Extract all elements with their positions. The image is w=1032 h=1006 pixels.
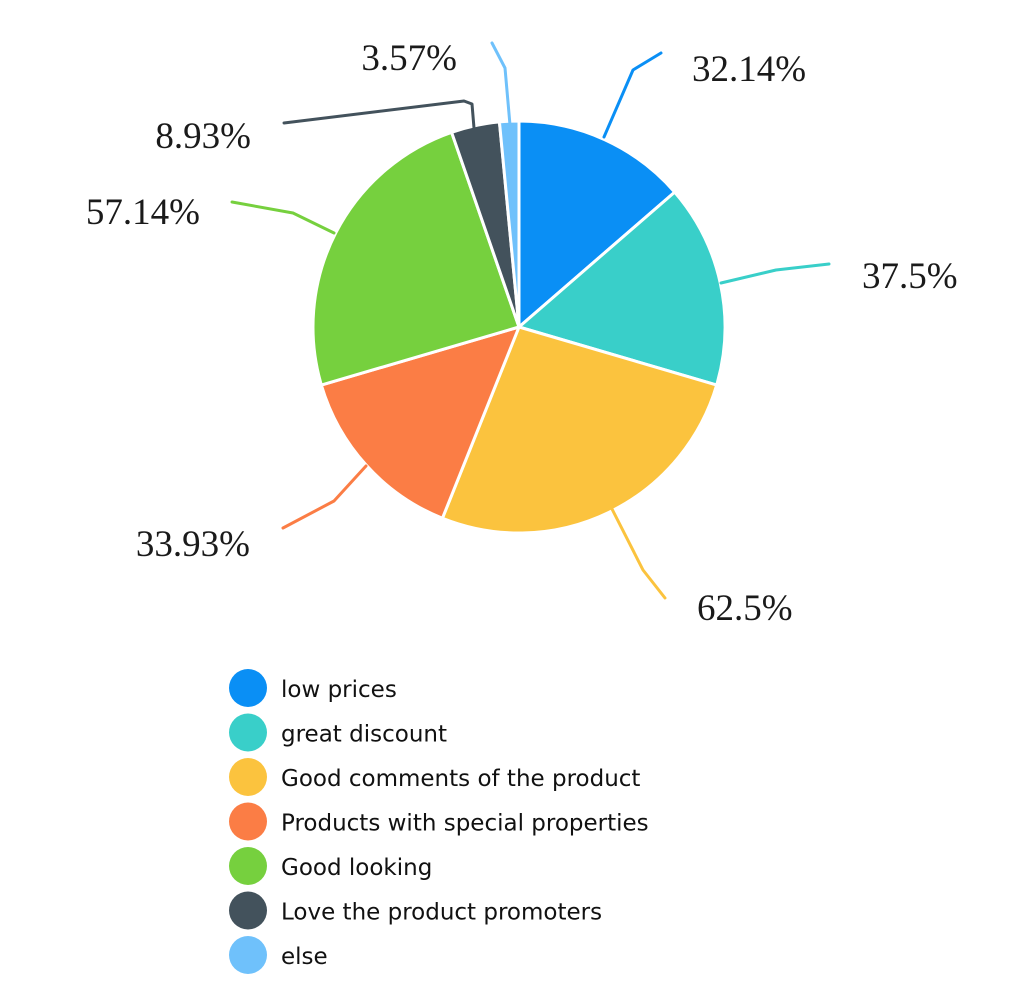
legend-item-good-looking: Good looking [229, 847, 432, 885]
legend-item-low-prices: low prices [229, 669, 397, 707]
legend-swatch [229, 847, 267, 885]
leader-line-great-discount [719, 262, 831, 285]
legend-swatch [229, 669, 267, 707]
data-label-good-looking: 57.14% [86, 192, 200, 233]
legend-swatch [229, 891, 267, 930]
data-labels: 32.14% 37.5% 62.5% 33.93% 57.14% 8.93% 3.57% [86, 38, 958, 629]
leader-line-good-looking [230, 200, 336, 235]
legend-label: Good looking [281, 855, 432, 881]
data-label-great-discount: 37.5% [862, 256, 958, 297]
legend-label: Love the product promoters [281, 900, 602, 926]
pie-slice-good-looking [311, 130, 521, 387]
legend-swatch [229, 758, 267, 796]
data-label-love-the-product-promoters: 8.93% [155, 116, 251, 157]
data-label-low-prices: 32.14% [692, 49, 806, 90]
legend-item-good-comments-of-the-product: Good comments of the product [229, 758, 640, 796]
legend-swatch [229, 802, 267, 841]
leader-line-love-the-product-promoters [282, 99, 476, 130]
pie-slice-good-comments-of-the-product [440, 325, 719, 535]
legend: low prices great discount Good comments of… [229, 669, 649, 974]
legend-item-products-with-special-properties: Products with special properties [229, 802, 649, 841]
legend-item-else: else [229, 936, 328, 974]
legend-label: Products with special properties [281, 811, 649, 837]
data-label-good-comments-of-the-product: 62.5% [697, 588, 793, 629]
leader-line-products-with-special-properties [281, 464, 368, 530]
leader-line-good-comments-of-the-product [610, 507, 667, 600]
leader-lines [230, 41, 831, 600]
data-label-products-with-special-properties: 33.93% [136, 524, 250, 565]
legend-label: low prices [281, 677, 397, 703]
pie-slice-low-prices [517, 119, 677, 329]
legend-label: else [281, 944, 328, 970]
legend-swatch [229, 713, 267, 752]
leader-line-low-prices [602, 51, 663, 139]
legend-label: great discount [281, 722, 447, 748]
leader-line-else [490, 41, 512, 127]
data-label-else: 3.57% [361, 38, 457, 79]
legend-swatch [229, 936, 267, 974]
pie-slices [311, 119, 727, 535]
legend-label: Good comments of the product [281, 766, 640, 792]
legend-item-great-discount: great discount [229, 713, 447, 752]
legend-item-love-the-product-promoters: Love the product promoters [229, 891, 602, 930]
